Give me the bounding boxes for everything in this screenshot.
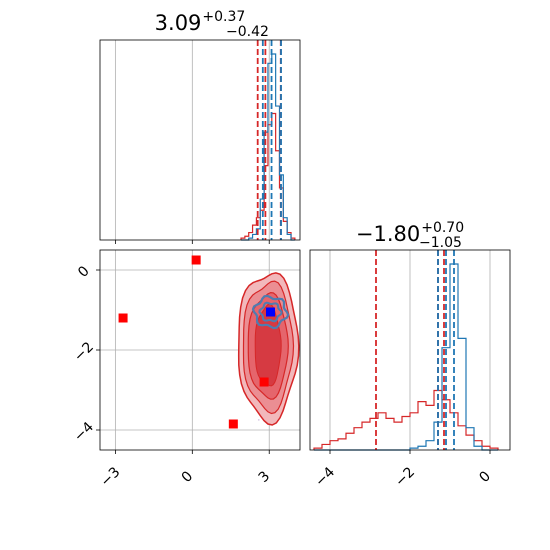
- x-axis-ticks-y-histogram: −4 −2 0: [312, 450, 494, 490]
- sample-point: [257, 418, 260, 421]
- tick-label-x-yhist: −4: [312, 464, 338, 490]
- title-param-y: −1.80+0.70: [356, 220, 464, 246]
- panel-x-histogram: 3.09+0.37 −0.42: [99, 9, 301, 244]
- tick-label-x-joint: −3: [98, 464, 124, 490]
- marker-blue-square: [266, 307, 276, 317]
- marker-red-square: [191, 255, 201, 265]
- scatter-markers: [118, 255, 276, 429]
- title-x-value: 3.09: [155, 11, 202, 35]
- title-y-value: −1.80: [356, 222, 420, 246]
- grid-x-histogram: [114, 40, 270, 240]
- marker-red-square: [118, 313, 128, 323]
- panel-joint: −3 0 3 −4 −2 0: [71, 249, 301, 490]
- density-contours: [237, 272, 300, 426]
- tick-label-x-yhist: 0: [476, 468, 494, 486]
- tick-label-y-joint: −4: [71, 419, 97, 445]
- histogram-bars-x: [240, 53, 296, 241]
- histogram-red-y: [313, 389, 499, 450]
- title-y-plus: +0.70: [421, 220, 464, 236]
- x-axis-ticks-joint: −3 0 3: [98, 450, 274, 490]
- tick-label-x-joint: 0: [179, 468, 197, 486]
- contour-blue-inner: [258, 301, 283, 323]
- tick-label-x-yhist: −2: [392, 464, 418, 490]
- histogram-blue-x: [241, 53, 295, 241]
- title-y-minus: −1.05: [419, 235, 462, 251]
- title-x-minus: −0.42: [226, 24, 269, 40]
- title-x-plus: +0.37: [202, 9, 245, 25]
- panel-y-histogram: −4 −2 0 −1.80+0.70 −1.05: [309, 220, 511, 490]
- quantile-lines-x: [256, 40, 282, 240]
- marker-red-square: [259, 377, 269, 387]
- quantile-lines-y: [375, 250, 455, 450]
- x-ticks-top: [114, 240, 270, 244]
- y-axis-ticks-joint: −4 −2 0: [71, 263, 100, 445]
- title-param-x: 3.09+0.37: [155, 9, 246, 35]
- tick-label-y-joint: 0: [75, 263, 93, 281]
- histogram-bars-y: [313, 263, 499, 451]
- histogram-blue-y: [314, 263, 498, 451]
- axes-frame-x-histogram: [99, 39, 301, 241]
- contour-blue-outer: [251, 294, 290, 330]
- tick-label-y-joint: −2: [71, 339, 97, 365]
- tick-label-x-joint: 3: [256, 468, 274, 486]
- marker-red-square: [228, 419, 238, 429]
